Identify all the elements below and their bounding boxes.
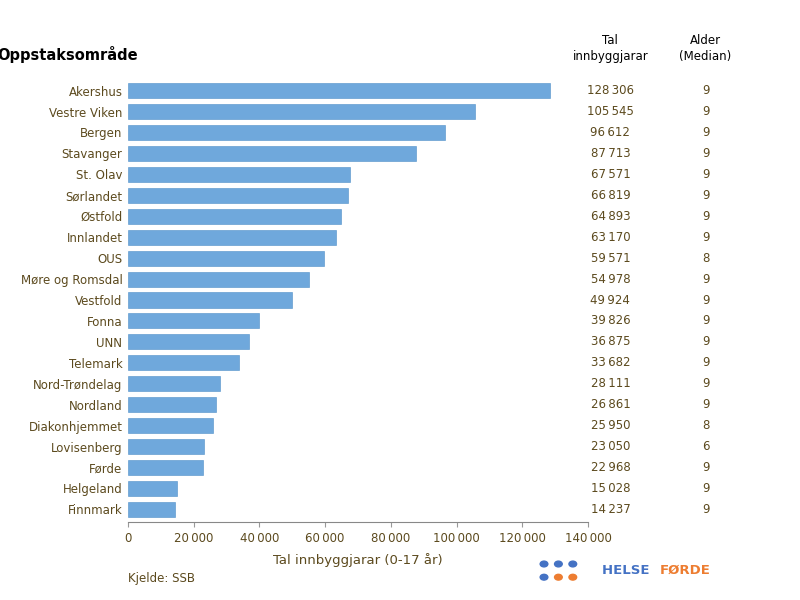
Bar [128,313,259,328]
Text: Kjelde: SSB: Kjelde: SSB [128,572,195,585]
Bar [128,83,550,98]
Text: 128 306: 128 306 [587,84,634,97]
Bar [128,292,292,308]
Text: 14 237: 14 237 [590,503,630,516]
Text: 39 826: 39 826 [590,314,630,328]
Text: 9: 9 [702,126,710,139]
Text: 9: 9 [702,503,710,516]
Bar [128,418,214,433]
Text: Tal
innbyggjarar: Tal innbyggjarar [573,34,648,63]
Text: 49 924: 49 924 [590,293,630,307]
Text: 9: 9 [702,189,710,202]
Bar [128,167,350,182]
Text: FØRDE: FØRDE [660,564,711,577]
Bar [128,230,335,245]
Text: 9: 9 [702,461,710,474]
Text: 8: 8 [702,251,710,265]
Bar [128,481,178,496]
Text: 59 571: 59 571 [590,251,630,265]
Text: 9: 9 [702,398,710,411]
Text: 9: 9 [702,377,710,390]
Text: 26 861: 26 861 [590,398,630,411]
Text: 54 978: 54 978 [590,272,630,286]
Bar [128,334,249,349]
Text: Alder
(Median): Alder (Median) [679,34,732,63]
Bar [128,188,347,203]
Text: 9: 9 [702,147,710,160]
Text: 87 713: 87 713 [590,147,630,160]
Bar [128,355,238,370]
Text: 36 875: 36 875 [590,335,630,349]
Bar [128,460,203,475]
Text: 8: 8 [702,419,710,432]
Text: HELSE: HELSE [602,564,656,577]
Text: 9: 9 [702,335,710,349]
Text: 105 545: 105 545 [587,105,634,118]
Text: 96 612: 96 612 [590,126,630,139]
Text: Oppstaksområde: Oppstaksområde [0,46,138,63]
Text: 9: 9 [702,314,710,328]
Text: 25 950: 25 950 [590,419,630,432]
Text: 23 050: 23 050 [590,440,630,453]
Bar [128,146,416,161]
Bar [128,104,474,119]
Text: 64 893: 64 893 [590,210,630,223]
Text: 9: 9 [702,105,710,118]
Text: 67 571: 67 571 [590,168,630,181]
Text: 66 819: 66 819 [590,189,630,202]
Text: 6: 6 [702,440,710,453]
Bar [128,502,174,517]
Text: 9: 9 [702,482,710,495]
Text: 9: 9 [702,168,710,181]
Text: 15 028: 15 028 [590,482,630,495]
Text: 9: 9 [702,356,710,370]
Text: 9: 9 [702,272,710,286]
Text: 22 968: 22 968 [590,461,630,474]
Text: 9: 9 [702,210,710,223]
Text: 63 170: 63 170 [590,230,630,244]
Text: 33 682: 33 682 [590,356,630,370]
Text: 9: 9 [702,293,710,307]
Text: 28 111: 28 111 [590,377,630,390]
Bar [128,439,204,454]
Bar [128,125,446,140]
Text: 9: 9 [702,84,710,97]
Bar [128,251,324,266]
Bar [128,209,342,224]
Bar [128,376,220,391]
Bar [128,397,216,412]
X-axis label: Tal innbyggjarar (0-17 år): Tal innbyggjarar (0-17 år) [273,553,443,567]
Text: 9: 9 [702,230,710,244]
Bar [128,272,309,287]
